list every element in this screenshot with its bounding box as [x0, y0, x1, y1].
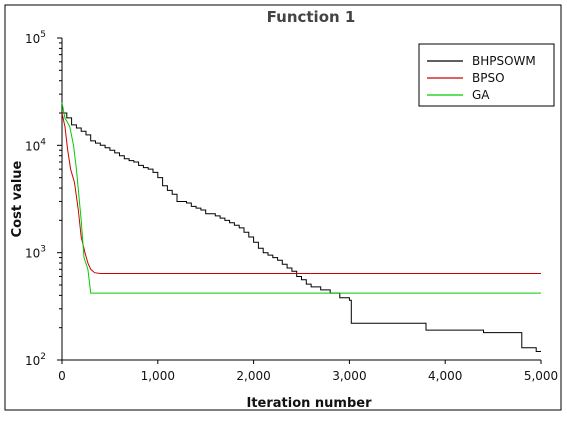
legend-label-ga: GA	[472, 88, 490, 102]
y-axis-label: Cost value	[10, 160, 25, 237]
series-line-ga	[61, 102, 541, 294]
series-line-bpso	[61, 112, 541, 274]
y-tick-exponent: 2	[40, 352, 46, 362]
legend-box	[418, 43, 555, 107]
y-tick-base: 10	[25, 354, 40, 368]
x-tick-label: 0	[58, 369, 66, 383]
legend: BHPSOWM BPSO GA	[418, 43, 555, 107]
series-line-bhpsowm	[62, 112, 541, 352]
y-tick-label: 102	[25, 352, 46, 368]
y-tick-label: 104	[25, 137, 46, 153]
x-tick-label: 2,000	[236, 369, 270, 383]
x-axis-label: Iteration number	[246, 396, 372, 411]
legend-label-bhpsowm: BHPSOWM	[472, 54, 536, 68]
x-tick-label: 4,000	[428, 369, 462, 383]
x-tick-label: 5,000	[524, 369, 558, 383]
y-tick-exponent: 5	[40, 30, 46, 40]
y-tick-label: 103	[25, 245, 46, 261]
y-tick-base: 10	[25, 32, 40, 46]
y-tick-base: 10	[25, 139, 40, 153]
y-tick-exponent: 3	[40, 245, 46, 255]
series-layer	[61, 102, 541, 352]
y-tick-label: 105	[25, 30, 46, 46]
y-tick-exponent: 4	[40, 137, 46, 147]
x-tick-label: 1,000	[141, 369, 175, 383]
x-tick-label: 3,000	[332, 369, 366, 383]
y-tick-base: 10	[25, 247, 40, 261]
chart-title: Function 1	[267, 8, 356, 26]
legend-label-bpso: BPSO	[472, 71, 505, 85]
